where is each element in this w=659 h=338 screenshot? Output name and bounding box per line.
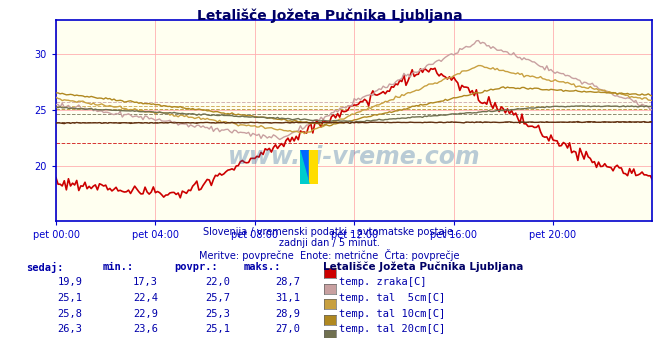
Text: povpr.:: povpr.: (175, 262, 218, 272)
Text: 22,9: 22,9 (133, 309, 158, 319)
Text: Letališče Jožeta Pučnika Ljubljana: Letališče Jožeta Pučnika Ljubljana (196, 8, 463, 23)
Text: 25,8: 25,8 (57, 309, 82, 319)
Text: 22,4: 22,4 (133, 293, 158, 303)
Polygon shape (300, 150, 309, 184)
Text: maks.:: maks.: (244, 262, 281, 272)
Text: zadnji dan / 5 minut.: zadnji dan / 5 minut. (279, 238, 380, 248)
Text: Meritve: povprečne  Enote: metrične  Črta: povprečje: Meritve: povprečne Enote: metrične Črta:… (199, 249, 460, 261)
Text: 25,3: 25,3 (206, 309, 231, 319)
Text: 17,3: 17,3 (133, 277, 158, 288)
Text: temp. zraka[C]: temp. zraka[C] (339, 277, 427, 288)
Text: 25,1: 25,1 (206, 324, 231, 334)
Text: temp. tal 20cm[C]: temp. tal 20cm[C] (339, 324, 445, 334)
Text: sedaj:: sedaj: (26, 262, 64, 273)
Text: 25,1: 25,1 (57, 293, 82, 303)
Text: Letališče Jožeta Pučnika Ljubljana: Letališče Jožeta Pučnika Ljubljana (323, 262, 523, 272)
Text: 19,9: 19,9 (57, 277, 82, 288)
Polygon shape (309, 150, 318, 184)
Text: 28,7: 28,7 (275, 277, 300, 288)
Text: temp. tal  5cm[C]: temp. tal 5cm[C] (339, 293, 445, 303)
Text: 25,7: 25,7 (206, 293, 231, 303)
Text: 22,0: 22,0 (206, 277, 231, 288)
Text: 31,1: 31,1 (275, 293, 300, 303)
Polygon shape (300, 150, 309, 184)
Text: www.si-vreme.com: www.si-vreme.com (228, 145, 480, 169)
Text: Slovenija / vremenski podatki - avtomatske postaje.: Slovenija / vremenski podatki - avtomats… (203, 227, 456, 237)
Text: 27,0: 27,0 (275, 324, 300, 334)
Text: 28,9: 28,9 (275, 309, 300, 319)
Text: 23,6: 23,6 (133, 324, 158, 334)
Text: 26,3: 26,3 (57, 324, 82, 334)
Text: min.:: min.: (102, 262, 133, 272)
Text: temp. tal 10cm[C]: temp. tal 10cm[C] (339, 309, 445, 319)
